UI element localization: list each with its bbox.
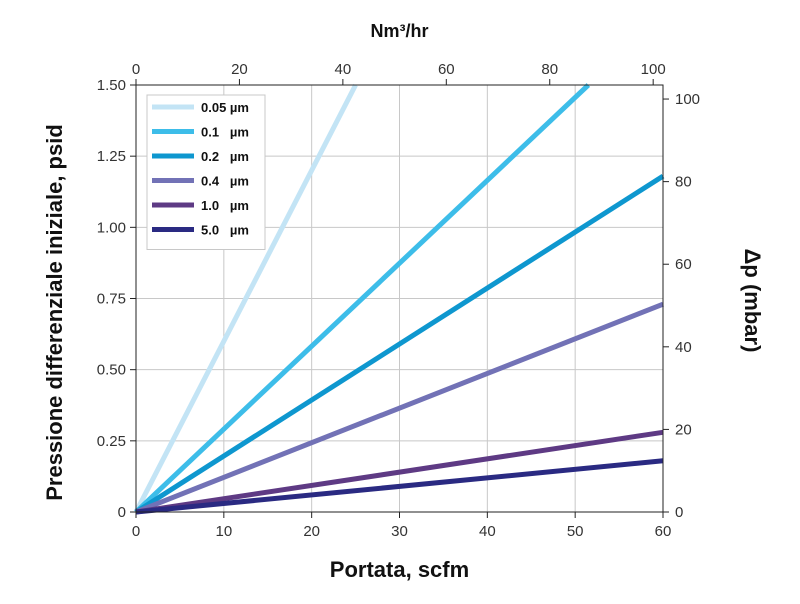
top-tick-label: 100: [641, 61, 666, 78]
legend-label: 0.2 µm: [201, 149, 249, 164]
legend-label: 5.0 µm: [201, 223, 249, 238]
top-tick-label: 40: [335, 61, 352, 78]
y-tick-label: 1.50: [97, 77, 126, 94]
right-axis-title: Δp (mbar): [740, 249, 765, 353]
y-tick-label: 0.50: [97, 362, 126, 379]
series-line-1: [133, 83, 358, 514]
top-tick-label: 60: [438, 61, 455, 78]
right-tick-label: 20: [675, 421, 692, 438]
series-line-3: [134, 173, 665, 515]
x-tick-label: 60: [655, 523, 672, 540]
x-tick-label: 0: [132, 523, 140, 540]
legend-box: [146, 94, 266, 250]
right-tick-label: 60: [675, 256, 692, 273]
x-tick-label: 50: [567, 523, 584, 540]
y-tick-label: 1.00: [97, 219, 126, 236]
x-tick-label: 40: [479, 523, 496, 540]
series-lines: [133, 83, 665, 515]
series-line-4: [135, 301, 664, 515]
y-tick-label: 0: [118, 504, 126, 521]
legend-label: 1.0 µm: [201, 198, 249, 213]
x-axis-title: Portata, scfm: [330, 557, 469, 582]
top-axis-title: Nm³/hr: [371, 21, 429, 41]
series-line-5: [135, 429, 664, 515]
y-axis-title: Pressione differenziale iniziale, psid: [42, 124, 67, 501]
right-tick-label: 40: [675, 339, 692, 356]
right-tick-label: 0: [675, 504, 683, 521]
y-tick-label: 1.25: [97, 148, 126, 165]
x-tick-label: 30: [391, 523, 408, 540]
top-tick-label: 20: [231, 61, 248, 78]
legend-label: 0.05 µm: [201, 100, 249, 115]
series-line-6: [135, 458, 664, 515]
top-tick-label: 0: [132, 61, 140, 78]
right-tick-label: 80: [675, 174, 692, 191]
grid: [136, 85, 663, 512]
top-tick-label: 80: [541, 61, 558, 78]
series-line-2: [134, 83, 591, 514]
legend: 0.05 µm 0.1 µm 0.2 µm 0.4 µm 1.0 µm 5.0 µm: [146, 94, 266, 250]
legend-label: 0.1 µm: [201, 125, 249, 140]
x-tick-label: 20: [303, 523, 320, 540]
y-tick-label: 0.75: [97, 291, 126, 308]
legend-label: 0.4 µm: [201, 174, 249, 189]
right-tick-label: 100: [675, 91, 700, 108]
y-tick-label: 0.25: [97, 433, 126, 450]
x-tick-label: 10: [215, 523, 232, 540]
